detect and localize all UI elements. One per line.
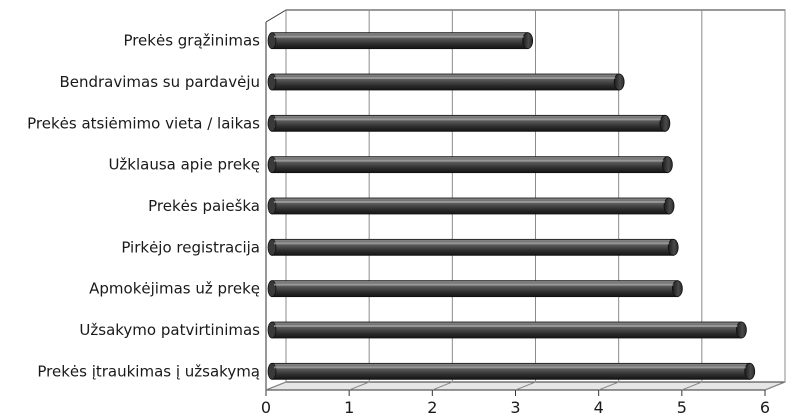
bar-body	[271, 321, 742, 339]
bar-0	[267, 32, 534, 50]
bar-body	[271, 362, 751, 380]
category-labels: Prekės grąžinimas Bendravimas su pardavėj…	[27, 32, 260, 381]
bar-body	[271, 280, 678, 298]
x-tick-label-6: 6	[760, 398, 770, 417]
floor-gridline-5	[681, 381, 703, 391]
floor-gridline-6	[764, 381, 786, 391]
bar-4	[267, 197, 675, 215]
floor-gridline-3	[515, 381, 536, 391]
x-tick-label-0: 0	[261, 398, 271, 417]
bar-start-cap	[267, 238, 277, 256]
bar-end-cap	[671, 280, 683, 298]
bar-start-cap	[267, 197, 277, 215]
bar-highlight	[274, 77, 616, 79]
bar-highlight	[274, 242, 670, 245]
bar-3	[267, 156, 673, 174]
bar-end-cap	[663, 197, 675, 215]
bar-highlight	[274, 201, 666, 203]
x-tick-label-2: 2	[427, 398, 437, 417]
bar-highlight	[274, 118, 661, 121]
category-label-3: Užklausa apie prekę	[108, 156, 260, 174]
category-label-2: Prekės atsiėmimo vieta / laikas	[27, 114, 260, 132]
category-label-6: Apmokėjimas už prekę	[89, 280, 260, 298]
bar-end-cap	[744, 362, 756, 380]
x-tick-label-4: 4	[594, 398, 604, 417]
bar-start-cap	[267, 280, 277, 298]
floor-gridline-0	[265, 381, 287, 391]
bar-body	[271, 114, 666, 132]
category-label-1: Bendravimas su pardavėju	[59, 73, 260, 91]
bar-start-cap	[267, 156, 277, 174]
bar-start-cap	[267, 73, 277, 91]
bar-body	[271, 73, 620, 91]
gridlines	[265, 10, 786, 396]
floor-gridline-1	[348, 381, 370, 391]
bar-8	[267, 362, 756, 380]
x-tick-label-1: 1	[344, 398, 354, 417]
bar-end-cap	[735, 321, 747, 339]
category-label-8: Prekės įtraukimas į užsakymą	[37, 362, 260, 380]
bar-body	[271, 156, 668, 174]
category-label-7: Užsakymo patvirtinimas	[79, 321, 260, 339]
bar-start-cap	[267, 362, 277, 380]
bar-end-cap	[667, 238, 679, 256]
bar-body	[271, 197, 670, 215]
left-wall-top-edge	[265, 9, 287, 23]
bar-end-cap	[659, 114, 671, 132]
bar-start-cap	[267, 114, 277, 132]
bar-body	[271, 238, 674, 256]
bar-body	[271, 32, 529, 50]
bar-6	[267, 280, 683, 298]
x-tick-label-5: 5	[677, 398, 687, 417]
bar-highlight	[274, 366, 746, 369]
bar-2	[267, 114, 671, 132]
bar-1	[267, 73, 625, 91]
floor-gridline-2	[432, 381, 453, 391]
bar-end-cap	[613, 73, 625, 91]
bar-highlight	[274, 35, 524, 38]
bar-end-cap	[522, 32, 534, 50]
bar-highlight	[274, 159, 664, 162]
bar-end-cap	[661, 156, 673, 174]
bar-7	[267, 321, 747, 339]
bar-5	[267, 238, 679, 256]
bars	[267, 32, 756, 380]
category-label-4: Prekės paieška	[148, 197, 260, 215]
bar-start-cap	[267, 32, 277, 50]
floor-gridline-4	[598, 381, 619, 391]
category-label-5: Pirkėjo registracija	[121, 238, 260, 256]
bar-start-cap	[267, 321, 277, 339]
x-tick-labels: 0 1 2 3 4 5 6	[261, 398, 770, 417]
category-label-0: Prekės grąžinimas	[123, 32, 260, 50]
bar-highlight	[274, 283, 674, 286]
bar-highlight	[274, 325, 738, 327]
x-tick-label-3: 3	[510, 398, 520, 417]
